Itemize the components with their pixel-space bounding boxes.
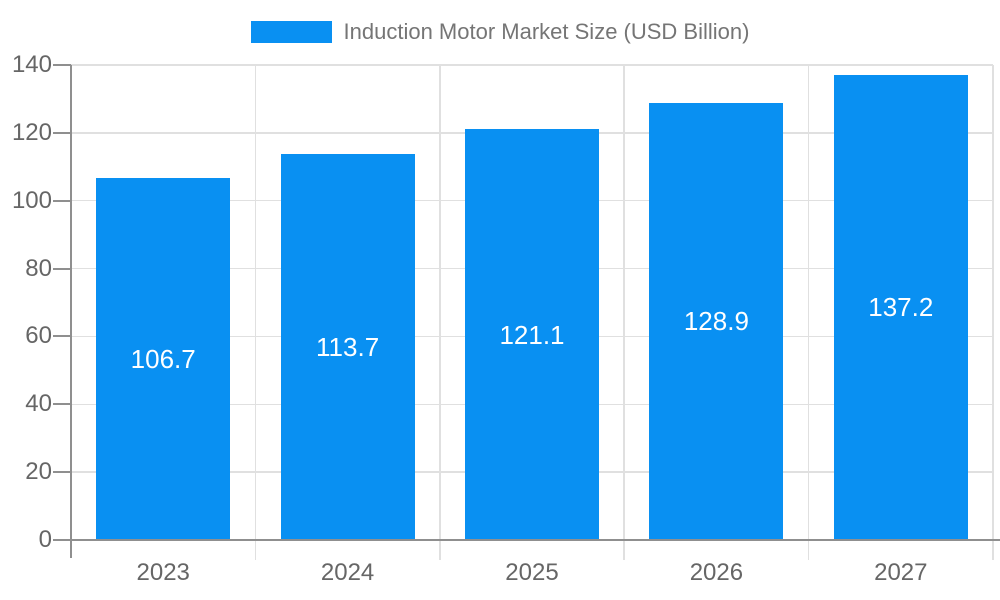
x-tick-label: 2023 [136,559,190,586]
bar [280,154,415,540]
bar-value-label: 128.9 [683,306,749,337]
bar [465,129,599,540]
y-tick [53,335,71,338]
y-tick-label: 140 [11,51,52,78]
y-gridline [71,64,993,66]
y-tick [53,64,71,66]
x-tick-label: 2025 [505,559,559,586]
x-tick-label: 2024 [320,559,375,586]
x-gridline [439,65,441,560]
x-tick-label: 2026 [689,559,744,586]
y-tick [53,199,71,202]
x-tick-label: 2027 [874,559,928,586]
bar [96,177,231,540]
bar-value-label: 121.1 [499,319,565,350]
x-gridline [992,65,994,560]
y-tick-label: 20 [25,458,52,486]
y-tick-label: 120 [11,118,52,146]
x-gridline [254,65,257,560]
bar-value-label: 113.7 [316,332,380,363]
y-tick [53,267,71,270]
y-tick-label: 80 [25,254,52,282]
bar [833,74,968,540]
y-tick-label: 100 [11,186,52,214]
bar [649,102,784,540]
y-tick [53,131,71,134]
y-axis-line [70,65,72,558]
x-gridline [807,65,810,560]
y-tick [53,539,71,541]
x-axis-line [70,539,1000,541]
y-tick [53,403,71,406]
y-tick [53,471,71,474]
bar-value-label: 106.7 [130,343,196,374]
legend-label: Induction Motor Market Size (USD Billion… [343,19,750,44]
y-tick-label: 0 [38,526,52,553]
y-tick-label: 40 [25,390,52,418]
bar-value-label: 137.2 [868,292,934,323]
x-gridline [623,65,625,560]
y-tick-label: 60 [25,322,52,350]
legend: Induction Motor Market Size (USD Billion… [0,17,1000,47]
legend-swatch [250,21,332,43]
